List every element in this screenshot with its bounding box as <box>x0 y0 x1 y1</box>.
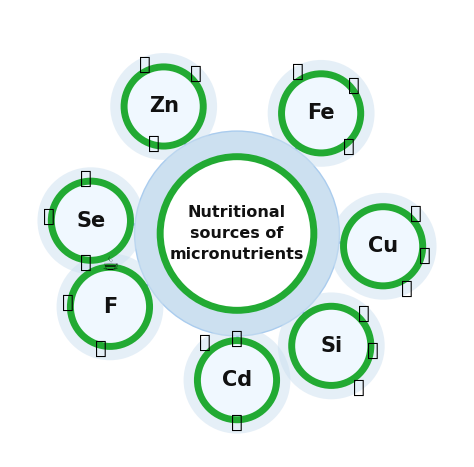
Text: Cd: Cd <box>222 370 252 390</box>
Circle shape <box>278 292 385 399</box>
Circle shape <box>282 74 361 153</box>
Text: Nutritional
sources of
micronutrients: Nutritional sources of micronutrients <box>170 205 304 262</box>
Text: F: F <box>103 297 117 317</box>
Circle shape <box>56 254 164 360</box>
Text: 🌾: 🌾 <box>139 55 151 74</box>
Text: 🍎: 🍎 <box>358 304 370 323</box>
Circle shape <box>344 207 423 286</box>
Text: 🥜: 🥜 <box>81 253 92 272</box>
Circle shape <box>135 131 339 336</box>
Text: 🌾: 🌾 <box>410 204 421 223</box>
Text: 🦐: 🦐 <box>401 279 412 297</box>
Text: 🦐: 🦐 <box>231 412 243 432</box>
Circle shape <box>268 60 374 167</box>
Text: 🍖: 🍖 <box>367 341 379 360</box>
Text: 🍖: 🍖 <box>231 329 243 348</box>
Text: Se: Se <box>76 211 106 231</box>
Text: 🥛: 🥛 <box>353 378 365 397</box>
Circle shape <box>37 167 144 274</box>
Circle shape <box>110 53 217 160</box>
Circle shape <box>292 306 371 385</box>
Text: 🧅: 🧅 <box>95 339 107 358</box>
Text: 🐟: 🐟 <box>343 136 355 156</box>
Text: 🍅: 🍅 <box>292 62 304 81</box>
Circle shape <box>330 193 437 300</box>
Text: 🌾: 🌾 <box>199 333 210 353</box>
Text: ☕: ☕ <box>101 255 118 275</box>
Text: 🍖: 🍖 <box>419 246 431 265</box>
Text: 🥬: 🥬 <box>81 170 92 188</box>
Text: Cu: Cu <box>368 236 398 256</box>
Text: Zn: Zn <box>149 97 179 116</box>
Circle shape <box>183 327 291 433</box>
Text: 🍖: 🍖 <box>191 64 202 84</box>
Text: 🍖: 🍖 <box>43 206 55 226</box>
Text: 🥬: 🥬 <box>348 76 360 95</box>
Text: Fe: Fe <box>307 103 335 123</box>
Circle shape <box>71 267 150 347</box>
Text: Si: Si <box>320 336 342 356</box>
Circle shape <box>51 181 130 260</box>
Circle shape <box>160 156 314 311</box>
Circle shape <box>124 67 203 146</box>
Circle shape <box>198 340 276 420</box>
Text: 🥜: 🥜 <box>148 134 160 153</box>
Text: 🍷: 🍷 <box>62 293 74 311</box>
